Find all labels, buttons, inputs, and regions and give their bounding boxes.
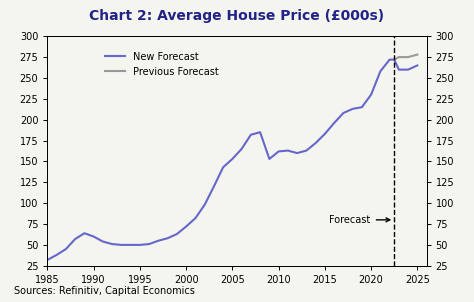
Legend: New Forecast, Previous Forecast: New Forecast, Previous Forecast xyxy=(101,48,222,81)
Text: Sources: Refinitiv, Capital Economics: Sources: Refinitiv, Capital Economics xyxy=(14,286,195,296)
Text: Forecast: Forecast xyxy=(329,215,390,225)
Text: Chart 2: Average House Price (£000s): Chart 2: Average House Price (£000s) xyxy=(90,9,384,23)
